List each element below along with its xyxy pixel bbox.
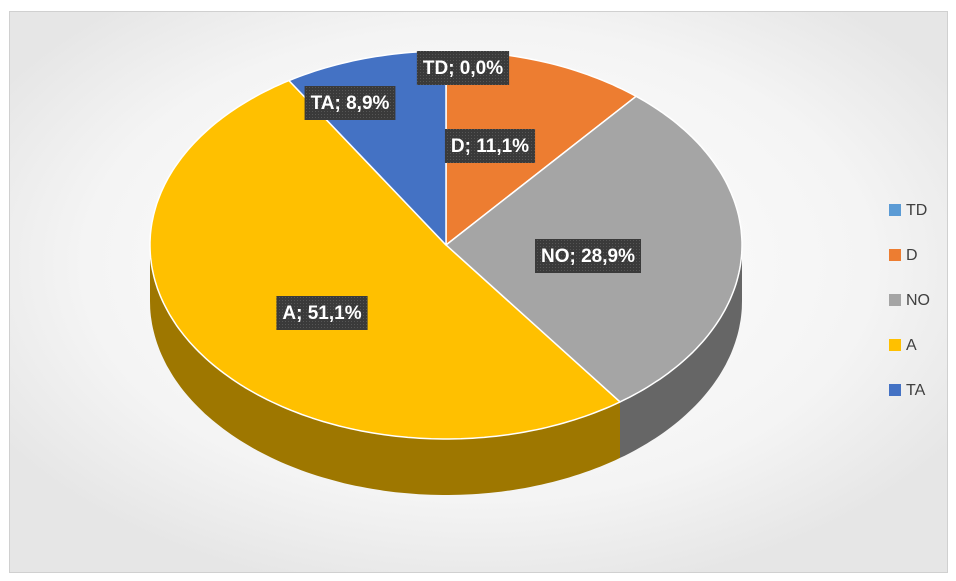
legend-label: TA (906, 382, 926, 399)
slice-side (150, 245, 620, 495)
legend-label: TD (906, 202, 927, 219)
legend-label: NO (906, 292, 930, 309)
legend-swatch (889, 294, 901, 306)
data-label-text: TA; 8,9% (311, 93, 390, 114)
legend-label: D (906, 247, 918, 264)
data-label-box (304, 86, 396, 120)
slice-side (620, 245, 742, 458)
data-label-box (276, 296, 368, 330)
legend-label: A (906, 337, 917, 354)
data-label-box (444, 129, 536, 163)
data-label-text: NO; 28,9% (541, 246, 635, 267)
legend-swatch (889, 204, 901, 216)
data-label: NO; 28,9% (535, 239, 641, 273)
legend-swatch (889, 249, 901, 261)
legend-swatch (889, 339, 901, 351)
slice (149, 79, 621, 440)
data-label-text: A; 51,1% (282, 303, 361, 324)
data-label-box (416, 51, 510, 85)
data-label-text: TD; 0,0% (423, 58, 503, 79)
data-label: TA; 8,9% (304, 86, 396, 120)
data-label: A; 51,1% (276, 296, 368, 330)
data-label: TD; 0,0% (416, 51, 510, 85)
data-label: D; 11,1% (444, 129, 536, 163)
legend-swatch (889, 384, 901, 396)
data-label-box (535, 239, 641, 273)
data-label-text: D; 11,1% (451, 136, 529, 157)
